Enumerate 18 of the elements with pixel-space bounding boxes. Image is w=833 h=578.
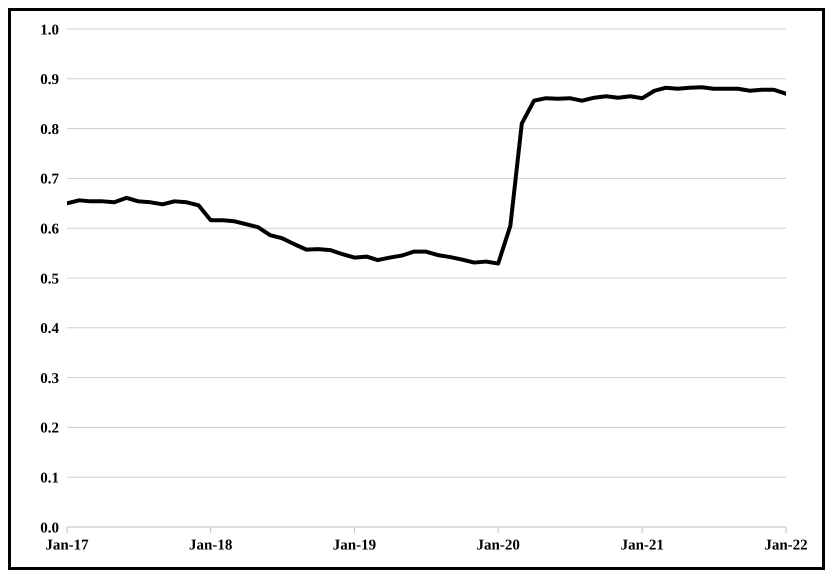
x-tick-label: Jan-22	[764, 538, 808, 554]
y-tick-label: 0.9	[40, 72, 59, 88]
x-tick-label: Jan-19	[332, 538, 376, 554]
y-tick-label: 0.7	[40, 172, 60, 188]
x-tick-label: Jan-18	[189, 538, 232, 554]
y-tick-label: 0.1	[40, 470, 59, 487]
y-tick-label: 0.2	[40, 420, 59, 437]
y-tick-label: 1.0	[40, 22, 59, 38]
x-tick-label: Jan-21	[620, 538, 664, 554]
y-tick-label: 0.4	[40, 321, 60, 338]
y-tick-label: 0.0	[40, 520, 59, 536]
y-tick-label: 0.5	[40, 271, 59, 288]
y-tick-label: 0.8	[40, 122, 59, 138]
line-series	[67, 85, 786, 266]
y-tick-label: 0.6	[40, 222, 60, 238]
x-tick-label: Jan-17	[45, 538, 90, 554]
x-tick-label: Jan-20	[476, 538, 520, 554]
y-tick-label: 0.3	[40, 370, 59, 387]
